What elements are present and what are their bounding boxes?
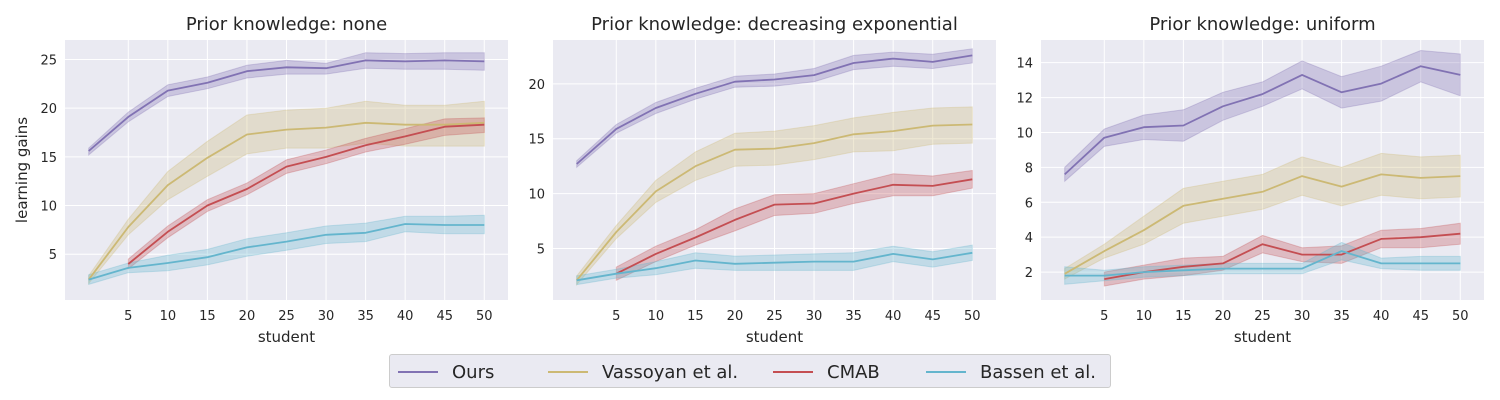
y-tick-label: 15: [528, 133, 545, 148]
y-tick-label: 12: [1016, 92, 1033, 107]
x-tick-label: 20: [239, 309, 256, 324]
panel-title: Prior knowledge: decreasing exponential: [591, 14, 958, 35]
series-line-vassoyan-et-al: [87, 121, 485, 281]
legend-item-cmab: CMAB: [773, 360, 880, 384]
ci-band-vassoyan-et-al: [576, 106, 973, 286]
ci-band-ours: [1064, 49, 1461, 183]
y-tick-label: 10: [40, 200, 57, 215]
x-tick-label: 5: [124, 309, 132, 324]
x-tick-label: 30: [806, 309, 823, 324]
x-tick-label: 45: [1412, 309, 1429, 324]
legend-swatch-ours: [398, 371, 438, 373]
y-axis-label: learning gains: [13, 117, 31, 223]
panel-2: 5 10 15 20 25 30 35 40 45 50 5 10 15 20 Prior knowledg…: [528, 14, 996, 346]
series-line-ours: [576, 54, 973, 165]
x-tick-label: 50: [1452, 309, 1469, 324]
series-line-vassoyan-et-al: [576, 123, 973, 281]
y-tick-label: 5: [49, 248, 57, 263]
panel-title: Prior knowledge: uniform: [1149, 14, 1375, 35]
x-tick-label: 20: [1215, 309, 1232, 324]
panel-3: 5 10 15 20 25 30 35 40 45 50 2 4 6 8 10 12 14 Prior knowl…: [1016, 14, 1484, 346]
series-line-ours: [1064, 65, 1461, 176]
ci-band-vassoyan-et-al: [1064, 152, 1461, 280]
x-tick-label: 5: [1100, 309, 1108, 324]
series-line-ours: [88, 59, 485, 152]
series-line-cmab: [127, 123, 485, 265]
x-tick-label: 30: [1294, 309, 1311, 324]
x-tick-label: 40: [1373, 309, 1390, 324]
y-tick-label: 10: [1016, 126, 1033, 141]
ci-band-bassen-et-al: [88, 214, 485, 286]
legend-label-bassen: Bassen et al.: [980, 361, 1096, 383]
x-tick-label: 10: [648, 309, 665, 324]
x-tick-label: 35: [357, 309, 374, 324]
x-tick-label: 5: [612, 309, 620, 324]
series-line-cmab: [1104, 232, 1461, 280]
series-line-cmab: [615, 178, 973, 275]
series-line-vassoyan-et-al: [1064, 173, 1461, 275]
y-tick-label: 10: [528, 188, 545, 203]
series-line-bassen-et-al: [1064, 250, 1461, 277]
legend-item-vassoyan: Vassoyan et al.: [548, 360, 738, 384]
y-tick-label: 15: [40, 151, 57, 166]
y-tick-label: 25: [40, 53, 57, 68]
series-line-bassen-et-al: [88, 223, 485, 281]
ci-band-cmab: [615, 169, 973, 282]
legend-swatch-cmab: [773, 371, 813, 373]
x-tick-label: 25: [1254, 309, 1271, 324]
ci-band-bassen-et-al: [576, 244, 973, 286]
panel-1: 5 10 15 20 25 30 35 40 45 50 5 10 15 20 25 Prior knowle…: [13, 14, 508, 346]
panel-title: Prior knowledge: none: [186, 14, 387, 35]
x-tick-label: 15: [1175, 309, 1192, 324]
legend-label-vassoyan: Vassoyan et al.: [602, 361, 739, 383]
x-tick-label: 35: [1333, 309, 1350, 324]
legend-label-cmab: CMAB: [827, 361, 880, 383]
x-tick-label: 40: [885, 309, 902, 324]
x-tick-label: 10: [1136, 309, 1153, 324]
x-tick-label: 15: [199, 309, 216, 324]
x-axis-label: student: [1234, 328, 1291, 346]
series-line-bassen-et-al: [576, 251, 973, 282]
y-tick-label: 4: [1025, 231, 1033, 246]
y-tick-label: 14: [1016, 57, 1033, 72]
y-tick-label: 8: [1025, 161, 1033, 176]
legend-swatch-bassen: [926, 371, 966, 373]
ci-band-cmab: [127, 117, 485, 270]
ci-band-vassoyan-et-al: [88, 100, 485, 285]
x-tick-label: 35: [845, 309, 862, 324]
x-tick-label: 40: [397, 309, 414, 324]
legend-swatch-vassoyan: [548, 371, 588, 373]
y-tick-label: 20: [40, 102, 57, 117]
x-tick-label: 45: [924, 309, 941, 324]
x-tick-label: 50: [476, 309, 493, 324]
legend-item-ours: Ours: [398, 360, 494, 384]
x-tick-label: 25: [278, 309, 295, 324]
x-tick-label: 45: [436, 309, 453, 324]
y-tick-label: 5: [537, 242, 545, 257]
x-tick-label: 15: [687, 309, 704, 324]
x-tick-label: 10: [160, 309, 177, 324]
y-tick-label: 6: [1025, 196, 1033, 211]
legend: Ours Vassoyan et al. CMAB Bassen et al.: [389, 354, 1111, 388]
x-tick-label: 20: [727, 309, 744, 324]
ci-band-ours: [88, 52, 485, 156]
x-axis-label: student: [746, 328, 803, 346]
x-axis-label: student: [258, 328, 315, 346]
legend-item-bassen: Bassen et al.: [926, 360, 1096, 384]
x-tick-label: 25: [766, 309, 783, 324]
y-tick-label: 2: [1025, 266, 1033, 281]
y-tick-label: 20: [528, 78, 545, 93]
x-tick-label: 50: [964, 309, 981, 324]
x-tick-label: 30: [318, 309, 335, 324]
legend-label-ours: Ours: [452, 361, 495, 383]
